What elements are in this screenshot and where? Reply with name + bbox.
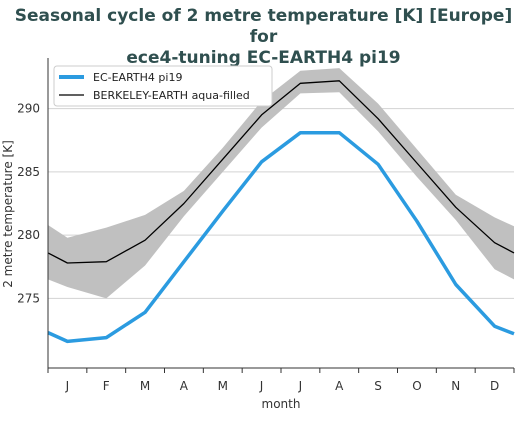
series-line-1 bbox=[47, 80, 515, 264]
y-axis-label: 2 metre temperature [K] bbox=[1, 140, 15, 288]
x-tick-label: J bbox=[65, 379, 70, 393]
x-tick-label: M bbox=[218, 379, 228, 393]
x-axis-label: month bbox=[262, 397, 301, 411]
series-lines bbox=[47, 80, 515, 344]
chart-title-line-2: ece4-tuning EC-EARTH4 pi19 bbox=[126, 48, 401, 68]
legend-box bbox=[53, 65, 273, 107]
x-tick-label: J bbox=[259, 379, 264, 393]
legend-label-ec-earth4: EC-EARTH4 pi19 bbox=[93, 71, 182, 84]
x-tick-label: M bbox=[140, 379, 150, 393]
x-tick-label: S bbox=[374, 379, 382, 393]
y-tick-label: 275 bbox=[17, 291, 40, 305]
x-tick-label: D bbox=[490, 379, 499, 393]
uncertainty-band-layer bbox=[48, 68, 514, 299]
x-tick-label: J bbox=[298, 379, 303, 393]
x-tick-label: N bbox=[451, 379, 460, 393]
series-line-0 bbox=[47, 130, 515, 344]
x-tick-label: F bbox=[103, 379, 110, 393]
x-tick-label: A bbox=[335, 379, 344, 393]
axes: 275 280 285 290 J F M A M J J A S O N D bbox=[17, 58, 515, 393]
y-tick-label: 290 bbox=[17, 102, 40, 116]
chart-title-line-1: Seasonal cycle of 2 metre temperature [K… bbox=[14, 6, 513, 47]
legend-label-berkeley-earth: BERKELEY-EARTH aqua-filled bbox=[93, 89, 250, 102]
y-tick-label: 285 bbox=[17, 165, 40, 179]
y-tick-label: 280 bbox=[17, 228, 40, 242]
chart-title: Seasonal cycle of 2 metre temperature [K… bbox=[0, 6, 527, 69]
series-band-1 bbox=[48, 68, 514, 299]
legend: EC-EARTH4 pi19 BERKELEY-EARTH aqua-fille… bbox=[53, 65, 273, 107]
x-tick-label: O bbox=[412, 379, 421, 393]
x-tick-label: A bbox=[180, 379, 189, 393]
